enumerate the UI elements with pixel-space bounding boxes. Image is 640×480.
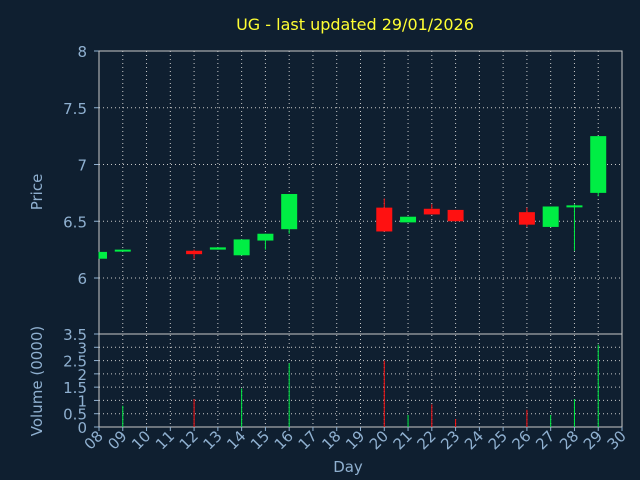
x-tick-label: 11	[152, 427, 178, 453]
candle-body	[376, 207, 393, 232]
x-tick-label: 30	[604, 427, 630, 453]
candle-body	[186, 250, 203, 255]
candle-body	[233, 239, 250, 256]
x-tick-label: 20	[366, 427, 392, 453]
candle	[518, 207, 535, 227]
volume-tick-label: 2.5	[63, 353, 87, 371]
candle	[257, 233, 274, 250]
candle	[186, 249, 203, 259]
price-tick-label: 7	[77, 157, 87, 175]
price-tick-label: 8	[77, 43, 87, 61]
x-axis-label: Day	[333, 458, 363, 476]
candle	[423, 204, 440, 215]
x-tick-label: 15	[247, 427, 273, 453]
x-tick-label: 10	[128, 427, 154, 453]
volume-panel: 00.511.522.533.5080910111213141516171819…	[63, 326, 630, 453]
candle-body	[281, 194, 298, 230]
volume-tick-label: 1	[77, 392, 87, 410]
x-tick-label: 22	[413, 427, 439, 453]
price-panel: 6 6.5 7 7.5 8	[63, 43, 623, 427]
candle	[590, 136, 607, 197]
x-tick-label: 19	[342, 427, 368, 453]
candle-body	[257, 233, 274, 241]
x-tick-label: 29	[580, 427, 606, 453]
volume-tick-label: 0	[77, 419, 87, 437]
candle	[281, 194, 298, 234]
candle	[376, 198, 393, 232]
volume-tick-label: 3.5	[63, 326, 87, 344]
candle-body	[114, 249, 131, 252]
candle-body	[542, 206, 559, 227]
x-tick-label: 23	[437, 427, 463, 453]
volume-axis-label: Volume (0000)	[28, 326, 46, 436]
volume-tick-label: 3	[77, 339, 87, 357]
x-tick-label: 24	[461, 427, 487, 453]
x-tick-label: 27	[532, 427, 558, 453]
x-tick-label: 13	[199, 427, 225, 453]
candle	[209, 247, 226, 250]
candle	[233, 239, 250, 256]
x-tick-label: 28	[556, 427, 582, 453]
x-tick-label: 26	[509, 427, 535, 453]
chart-title: UG - last updated 29/01/2026	[236, 15, 474, 34]
candle-body	[209, 247, 226, 250]
candle-body	[400, 216, 417, 223]
candle-body	[423, 208, 440, 215]
price-tick-label: 7.5	[63, 100, 87, 118]
volume-tick-label: 0.5	[63, 406, 87, 424]
candle-body	[99, 251, 107, 259]
x-tick-label: 16	[271, 427, 297, 453]
candle	[566, 204, 583, 251]
x-tick-label: 21	[390, 427, 416, 453]
candle-body	[590, 136, 607, 193]
x-tick-label: 09	[104, 427, 130, 453]
price-tick-label: 6.5	[63, 213, 87, 231]
candle	[98, 251, 107, 259]
x-tick-label: 14	[223, 427, 249, 453]
volume-tick-label: 1.5	[63, 379, 87, 397]
candle	[542, 206, 559, 227]
candle	[114, 249, 131, 252]
candle-body	[566, 205, 583, 208]
candle-body	[518, 212, 535, 225]
candle-body	[447, 209, 464, 222]
candle	[400, 216, 417, 223]
price-tick-label: 6	[77, 270, 87, 288]
price-axis-label: Price	[28, 174, 46, 211]
x-tick-label: 25	[485, 427, 511, 453]
volume-tick-label: 2	[77, 366, 87, 384]
x-tick-label: 17	[295, 427, 321, 453]
x-tick-label: 18	[318, 427, 344, 453]
x-tick-label: 12	[176, 427, 202, 453]
candle	[447, 209, 464, 222]
